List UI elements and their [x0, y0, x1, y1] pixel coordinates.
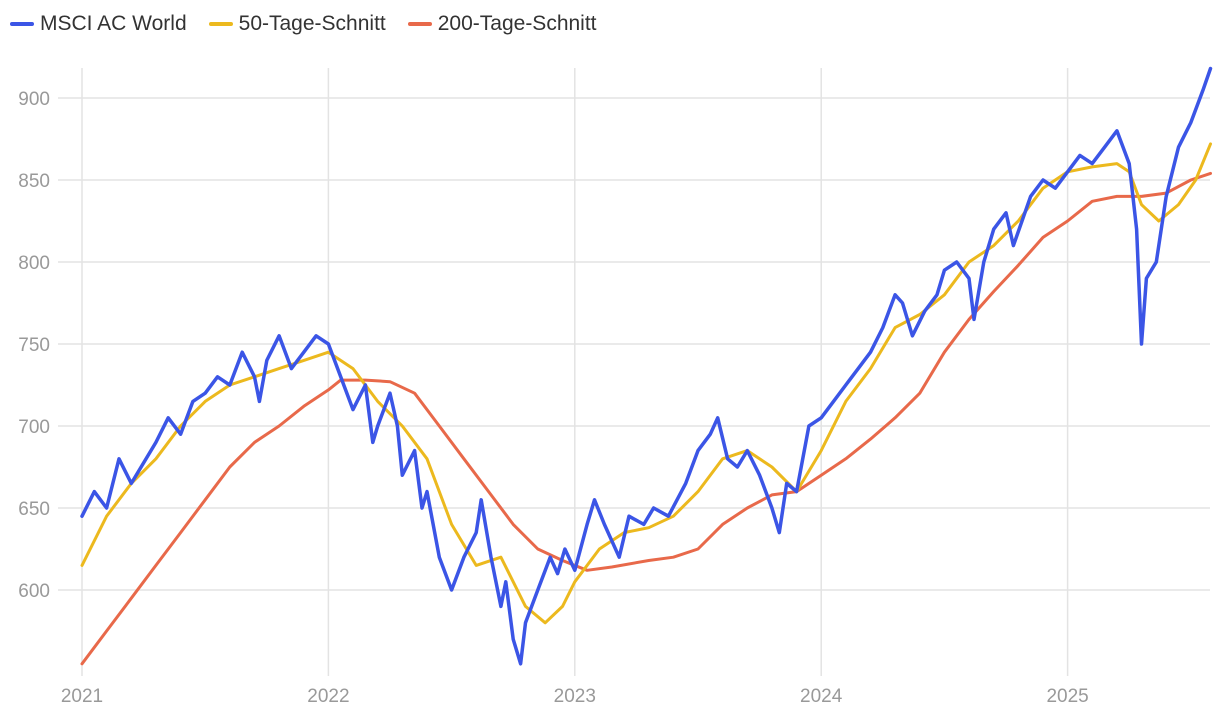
- legend-item-50d[interactable]: 50-Tage-Schnitt: [208, 12, 386, 36]
- legend: MSCI AC World 50-Tage-Schnitt 200-Tage-S…: [10, 12, 597, 36]
- series-line-50-tage-schnitt: [80, 142, 1212, 625]
- legend-swatch: [208, 22, 233, 26]
- y-tick-label: 700: [18, 417, 50, 438]
- y-tick-label: 900: [18, 89, 50, 110]
- x-tick-label: 2023: [554, 686, 596, 707]
- legend-swatch: [10, 22, 34, 26]
- legend-item-msci[interactable]: MSCI AC World: [10, 12, 187, 36]
- series-line-msci-ac-world: [80, 66, 1213, 666]
- legend-label: 200-Tage-Schnitt: [437, 12, 597, 35]
- series-line-200-tage-schnitt: [80, 171, 1212, 666]
- y-tick-label: 850: [18, 171, 50, 192]
- x-tick-label: 2024: [800, 686, 843, 707]
- x-tick-label: 2022: [307, 686, 349, 707]
- legend-swatch: [407, 22, 432, 26]
- y-tick-label: 800: [18, 253, 50, 274]
- y-tick-label: 600: [18, 581, 50, 602]
- legend-label: MSCI AC World: [40, 12, 187, 35]
- x-tick-label: 2025: [1046, 686, 1088, 707]
- y-tick-label: 750: [18, 335, 50, 356]
- y-tick-label: 650: [18, 499, 50, 520]
- x-tick-label: 2021: [61, 686, 103, 707]
- legend-item-200d[interactable]: 200-Tage-Schnitt: [407, 12, 597, 36]
- legend-label: 50-Tage-Schnitt: [238, 12, 386, 35]
